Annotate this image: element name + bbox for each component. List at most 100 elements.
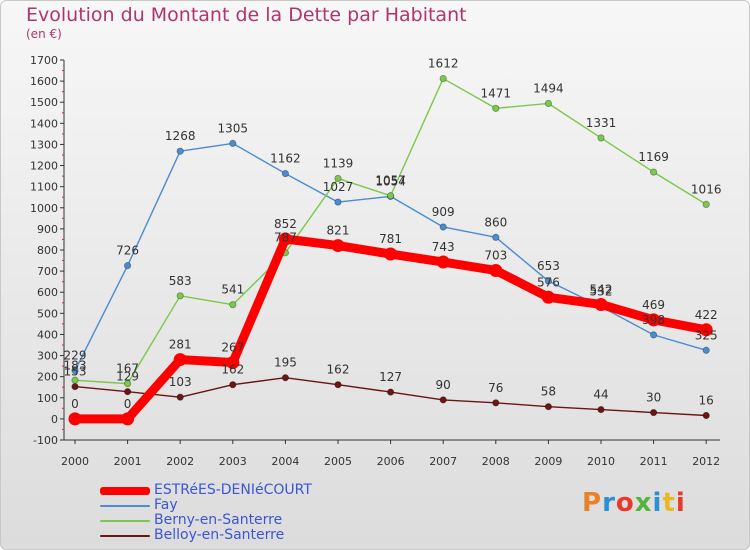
y-tick-label: 200 — [37, 371, 58, 384]
data-label-fay: 726 — [116, 244, 139, 258]
data-point-belloy — [544, 403, 553, 411]
data-point-berny — [597, 134, 605, 142]
legend-label-fay: Fay — [154, 497, 178, 513]
data-point-berny — [702, 200, 710, 208]
data-point-estrees — [173, 353, 187, 367]
data-point-berny — [492, 104, 500, 112]
y-tick-label: 1600 — [30, 75, 58, 88]
data-point-fay — [649, 331, 658, 339]
data-label-estrees: 469 — [642, 298, 665, 312]
y-tick-label: 600 — [37, 286, 58, 299]
data-label-belloy: 103 — [169, 375, 192, 389]
data-point-estrees — [384, 247, 398, 261]
data-point-berny — [71, 376, 79, 384]
data-label-belloy: 90 — [436, 378, 451, 392]
data-label-belloy: 30 — [646, 391, 661, 405]
data-point-fay — [492, 233, 500, 241]
x-tick-label: 2003 — [219, 455, 247, 468]
data-point-estrees — [699, 323, 713, 337]
legend-label-estrees: ESTRéES-DENIéCOURT — [154, 482, 312, 498]
data-point-fay — [176, 147, 184, 155]
data-label-estrees: 281 — [169, 338, 192, 352]
series-layer — [68, 74, 713, 426]
data-point-fay — [544, 277, 553, 285]
data-point-belloy — [71, 382, 79, 391]
data-label-estrees: 743 — [432, 240, 455, 254]
y-tick-label: -100 — [33, 434, 58, 447]
x-tick-label: 2005 — [324, 455, 352, 468]
legend-swatch-berny — [100, 520, 150, 522]
legend-swatch-estrees — [100, 487, 150, 495]
data-point-estrees — [121, 412, 135, 426]
data-label-estrees: 542 — [590, 282, 613, 296]
data-point-fay — [334, 198, 342, 206]
data-point-belloy — [281, 374, 289, 382]
data-label-berny: 183 — [64, 358, 87, 372]
y-tick-label: 1400 — [30, 117, 58, 130]
data-point-belloy — [124, 388, 132, 396]
data-point-estrees — [68, 412, 82, 426]
chart-axes: -100010020030040050060070080090010001100… — [30, 54, 720, 468]
data-label-belloy: 127 — [379, 370, 402, 384]
x-tick-label: 2007 — [429, 455, 457, 468]
data-label-berny: 1494 — [533, 81, 564, 95]
data-point-belloy — [597, 405, 605, 414]
data-label-fay: 229 — [64, 349, 87, 363]
x-tick-label: 2006 — [377, 455, 405, 468]
data-point-belloy — [229, 381, 237, 389]
data-point-fay — [71, 366, 79, 375]
data-label-berny: 1016 — [691, 182, 722, 196]
data-label-berny: 1471 — [481, 86, 512, 100]
data-label-berny: 1057 — [375, 174, 406, 188]
y-tick-label: 100 — [37, 392, 58, 405]
logo-letter: t — [662, 488, 676, 518]
x-tick-label: 2000 — [61, 455, 89, 468]
data-label-belloy: 162 — [327, 363, 350, 377]
data-label-belloy: 44 — [593, 388, 608, 402]
data-point-berny — [386, 192, 395, 200]
data-label-berny: 1139 — [323, 156, 354, 170]
data-label-fay: 532 — [590, 285, 613, 299]
data-label-berny: 167 — [116, 362, 139, 376]
data-label-berny: 787 — [274, 231, 297, 245]
y-tick-label: 500 — [37, 307, 58, 320]
data-label-fay: 1162 — [270, 152, 301, 166]
data-label-belloy: 16 — [699, 394, 714, 408]
data-point-berny — [229, 301, 237, 309]
data-point-estrees — [436, 255, 450, 269]
chart-title: Evolution du Montant de la Dette par Hab… — [26, 4, 467, 26]
data-label-belloy: 153 — [64, 365, 87, 379]
y-tick-label: 300 — [37, 350, 58, 363]
data-label-belloy: 129 — [116, 370, 139, 384]
y-tick-label: 1000 — [30, 202, 58, 215]
logo-letter: i — [652, 488, 663, 518]
legend-swatch-fay — [100, 505, 150, 507]
x-tick-label: 2010 — [587, 455, 615, 468]
chart-subtitle: (en €) — [26, 27, 62, 41]
data-label-belloy: 195 — [274, 356, 297, 370]
data-label-belloy: 58 — [541, 385, 556, 399]
data-point-estrees — [541, 290, 555, 304]
data-label-fay: 1027 — [323, 180, 354, 194]
logo-letter: o — [615, 488, 635, 518]
data-label-estrees: 703 — [484, 248, 507, 262]
data-point-fay — [124, 262, 132, 270]
legend-label-berny: Berny-en-Santerre — [154, 512, 283, 528]
data-point-fay — [439, 223, 447, 231]
data-point-estrees — [647, 313, 661, 327]
data-point-belloy — [439, 396, 447, 404]
data-point-belloy — [386, 388, 395, 396]
data-point-estrees — [594, 297, 608, 311]
data-label-fay: 398 — [642, 313, 665, 327]
data-point-belloy — [334, 381, 342, 389]
logo-letter: P — [582, 488, 603, 518]
data-point-belloy — [649, 408, 658, 417]
data-label-estrees: 0 — [71, 397, 79, 411]
data-label-fay: 1305 — [218, 121, 249, 135]
data-label-estrees: 821 — [327, 224, 350, 238]
data-label-estrees: 576 — [537, 275, 560, 289]
y-tick-label: 400 — [37, 328, 58, 341]
data-label-belloy: 76 — [488, 381, 503, 395]
y-tick-label: 900 — [37, 223, 58, 236]
